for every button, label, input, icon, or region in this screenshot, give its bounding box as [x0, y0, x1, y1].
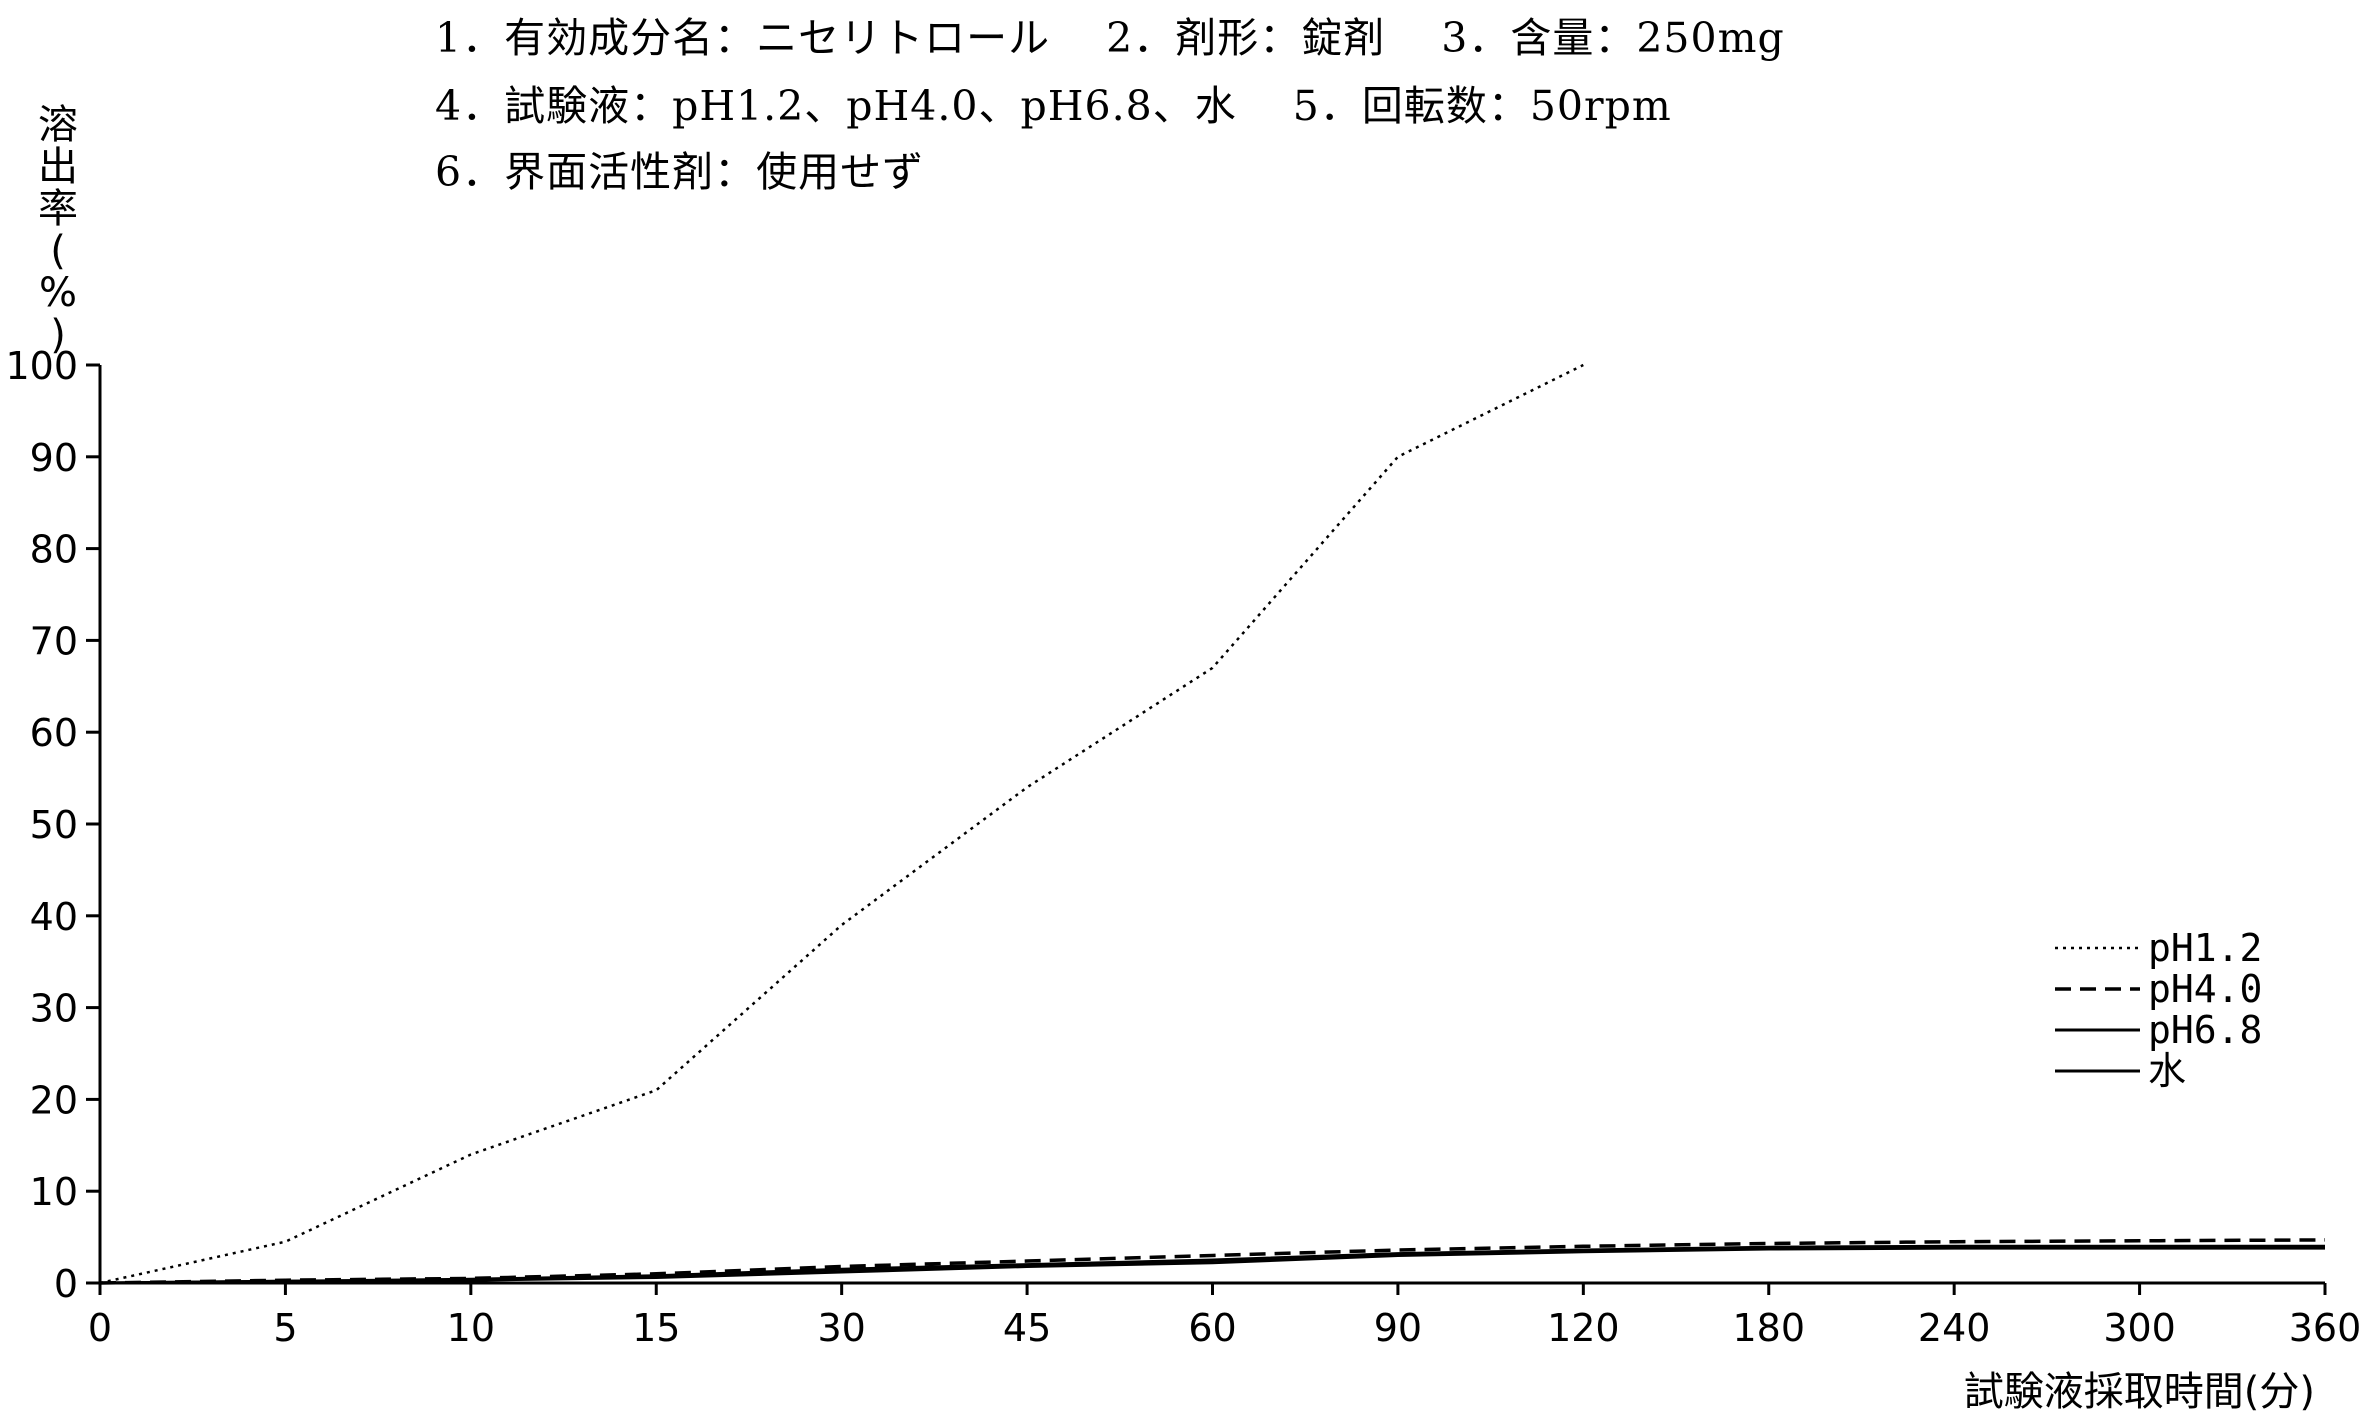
- header-line-2: 4．試験液：pH1.2、pH4.0、pH6.8、水 5．回転数：50rpm: [435, 82, 1672, 130]
- x-axis-title: 試験液採取時間(分): [1964, 1369, 2315, 1415]
- series-line-4: [99, 1246, 2325, 1285]
- y-tick-label: 50: [30, 803, 78, 847]
- x-tick-label: 300: [2103, 1306, 2176, 1350]
- y-tick-label: 0: [54, 1262, 78, 1306]
- x-tick-label: 240: [1918, 1306, 1991, 1350]
- y-tick-label: 20: [30, 1078, 78, 1122]
- x-tick-label: 30: [817, 1306, 865, 1350]
- x-tick-label: 90: [1374, 1306, 1422, 1350]
- x-tick-label: 5: [273, 1306, 297, 1350]
- y-tick-label: 30: [30, 987, 78, 1031]
- series-line-1: [99, 363, 1584, 1285]
- series-line-2: [99, 1238, 2326, 1285]
- legend-label: pH4.0: [2148, 967, 2262, 1011]
- x-tick-label: 45: [1003, 1306, 1051, 1350]
- x-tick-label: 0: [88, 1306, 112, 1350]
- x-tick-label: 360: [2289, 1306, 2362, 1350]
- y-tick-label: 70: [30, 619, 78, 663]
- y-tick-label: 90: [30, 436, 78, 480]
- ticks: 0 10 20 30 40 50 60 70 80 90 100 0 5 10 15 30 45 60 90 120 1…: [5, 344, 2361, 1350]
- y-tick-label: 10: [30, 1170, 78, 1214]
- header-line-3: 6．界面活性剤：使用せず: [435, 148, 925, 196]
- header-line-1: 1．有効成分名：ニセリトロール 2．剤形：錠剤 3．含量：250mg: [435, 14, 1785, 62]
- y-tick-label: 60: [30, 711, 78, 755]
- y-tick-label: 100: [5, 344, 78, 388]
- series-lines: [99, 363, 2326, 1285]
- x-tick-label: 10: [447, 1306, 495, 1350]
- x-tick-label: 60: [1188, 1306, 1236, 1350]
- legend-label: pH6.8: [2148, 1008, 2262, 1052]
- x-tick-label: 15: [632, 1306, 680, 1350]
- y-tick-label: 40: [30, 895, 78, 939]
- legend-label: 水: [2148, 1049, 2186, 1093]
- legend-label: pH1.2: [2148, 926, 2262, 970]
- x-tick-label: 180: [1732, 1306, 1805, 1350]
- y-axis-title: 溶出率(%): [38, 102, 78, 358]
- y-tick-label: 80: [30, 528, 78, 572]
- axes: [98, 365, 2325, 1285]
- x-tick-label: 120: [1547, 1306, 1620, 1350]
